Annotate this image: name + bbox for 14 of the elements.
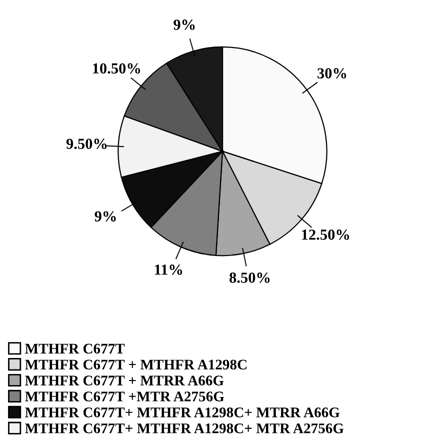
legend-label: MTHFR C677T + MTRR A66G xyxy=(25,376,224,386)
data-label: 9.50% xyxy=(66,138,107,150)
legend-label: MTHFR C677T+ MTHFR A1298C+ MTR A2756G xyxy=(25,423,344,434)
data-label: 30% xyxy=(318,68,346,79)
legend-label: MTHFR C677T+ MTHFR A1298C+ MTRR A66G xyxy=(25,408,340,418)
data-label: 12.50% xyxy=(302,230,350,240)
data-label: 8.50% xyxy=(230,272,270,283)
legend-label: MTHFR C677T +MTR A2756G xyxy=(25,392,224,402)
legend-label: MTHFR C677T xyxy=(25,344,125,354)
legend-label: MTHFR C677T + MTHFR A1298C xyxy=(25,360,246,370)
data-label: 9% xyxy=(94,211,116,222)
data-label: 10.50% xyxy=(93,63,140,74)
data-label: 9% xyxy=(174,20,195,30)
data-label: 11% xyxy=(154,264,182,275)
